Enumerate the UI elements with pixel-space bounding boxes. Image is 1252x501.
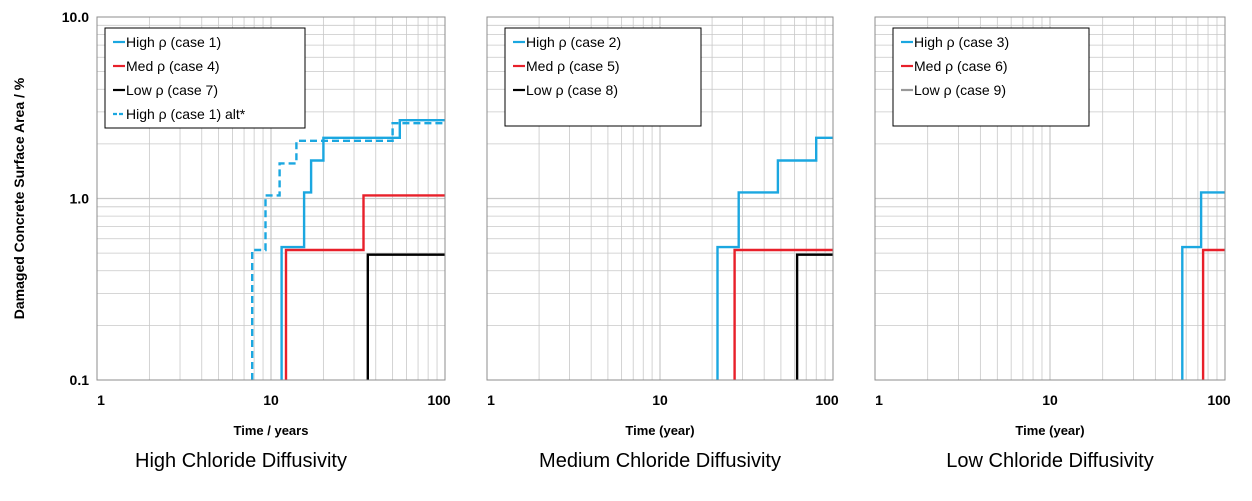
series-line-2 xyxy=(733,248,833,380)
legend-box xyxy=(104,27,306,129)
x-tick-label: 100 xyxy=(815,392,839,408)
x-tick-label: 100 xyxy=(1207,392,1231,408)
chart-panel-3: 1 10 100 Time (year) High ρ (case 3) Med ρ (c… xyxy=(874,16,1231,472)
y-tick-label: 0.1 xyxy=(70,372,90,388)
series-line-1 xyxy=(1181,191,1225,380)
series-line-3 xyxy=(366,253,445,380)
y-tick-label: 10.0 xyxy=(62,9,89,25)
legend-box xyxy=(504,27,702,127)
panel-caption: High Chloride Diffusivity xyxy=(135,450,347,472)
legend: High ρ (case 3) Med ρ (case 6) Low ρ (case… xyxy=(892,27,1090,127)
series-line-2 xyxy=(1201,248,1225,380)
x-tick-label: 100 xyxy=(427,392,451,408)
panel-caption: Low Chloride Diffusivity xyxy=(946,450,1154,472)
legend-entry: High ρ (case 3) xyxy=(914,34,1009,50)
x-axis-label: Time (year) xyxy=(1015,423,1084,438)
legend: High ρ (case 1) Med ρ (case 4) Low ρ (case… xyxy=(104,27,306,129)
x-tick-label: 1 xyxy=(97,392,105,408)
chart-panel-1: 1 10 100 0.1 1.0 10.0 Time / years High ρ (case… xyxy=(62,9,451,472)
legend-entry: High ρ (case 1) alt* xyxy=(126,106,246,122)
legend: High ρ (case 2) Med ρ (case 5) Low ρ (case… xyxy=(504,27,702,127)
plot-frame xyxy=(486,16,834,381)
panel-caption: Medium Chloride Diffusivity xyxy=(539,450,781,472)
x-tick-label: 10 xyxy=(263,392,279,408)
x-axis-label: Time / years xyxy=(234,423,309,438)
legend-entry: Low ρ (case 8) xyxy=(526,82,618,98)
legend-entry: High ρ (case 2) xyxy=(526,34,621,50)
legend-entry: High ρ (case 1) xyxy=(126,34,221,50)
x-tick-label: 10 xyxy=(1042,392,1058,408)
plot-frame xyxy=(874,16,1226,381)
chart-panel-2: 1 10 100 Time (year) High ρ (case 2) Med ρ (c… xyxy=(486,16,839,472)
legend-box xyxy=(892,27,1090,127)
x-tick-label: 10 xyxy=(652,392,668,408)
legend-entry: Med ρ (case 4) xyxy=(126,58,220,74)
series-line-3 xyxy=(795,253,833,380)
series-line-2 xyxy=(284,194,445,380)
series-line-1 xyxy=(716,136,833,380)
plot-frame xyxy=(96,16,446,381)
y-tick-label: 1.0 xyxy=(70,191,90,207)
legend-entry: Med ρ (case 6) xyxy=(914,58,1008,74)
legend-entry: Low ρ (case 7) xyxy=(126,82,218,98)
y-axis-label: Damaged Concrete Surface Area / % xyxy=(11,77,27,319)
series-line-1 xyxy=(280,119,445,380)
x-tick-label: 1 xyxy=(875,392,883,408)
legend-entry: Low ρ (case 9) xyxy=(914,82,1006,98)
x-tick-label: 1 xyxy=(487,392,495,408)
x-axis-label: Time (year) xyxy=(625,423,694,438)
legend-entry: Med ρ (case 5) xyxy=(526,58,620,74)
